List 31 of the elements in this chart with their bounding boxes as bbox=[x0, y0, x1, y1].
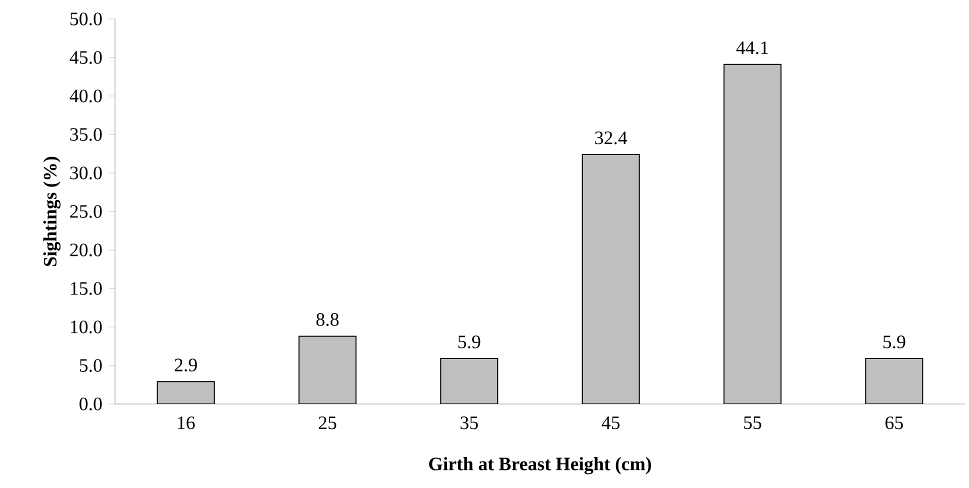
data-label: 44.1 bbox=[736, 41, 768, 54]
x-tick-label: 45 bbox=[602, 416, 620, 430]
y-tick-label: 50.0 bbox=[70, 12, 102, 26]
data-label: 32.4 bbox=[595, 132, 628, 144]
y-tick-label: 30.0 bbox=[70, 166, 102, 180]
y-tick-label: 10.0 bbox=[71, 320, 102, 334]
y-axis-title: Sightings (%) bbox=[43, 156, 61, 266]
y-tick-label: 0.0 bbox=[80, 398, 102, 410]
x-axis-title: Girth at Breast Height (cm) bbox=[429, 457, 651, 474]
y-tick-label: 20.0 bbox=[70, 244, 102, 256]
y-tick-label: 40.0 bbox=[70, 90, 102, 102]
bar bbox=[724, 64, 782, 404]
x-tick-label: 55 bbox=[744, 416, 762, 430]
bar bbox=[865, 358, 924, 404]
y-tick-label: 35.0 bbox=[70, 128, 102, 141]
bar bbox=[582, 154, 640, 404]
x-tick-label: 16 bbox=[178, 416, 195, 430]
y-tick-label: 25.0 bbox=[70, 205, 102, 218]
data-label: 5.9 bbox=[883, 336, 906, 348]
bar bbox=[156, 381, 215, 404]
x-tick-label: 35 bbox=[460, 416, 478, 430]
y-tick-label: 45.0 bbox=[70, 51, 102, 64]
data-label: 2.9 bbox=[174, 358, 197, 372]
data-label: 8.8 bbox=[316, 313, 339, 326]
data-label: 5.9 bbox=[458, 336, 480, 348]
y-tick-label: 15.0 bbox=[71, 282, 102, 295]
x-tick-label: 65 bbox=[886, 416, 903, 430]
bar bbox=[440, 358, 498, 404]
y-tick-label: 5.0 bbox=[80, 359, 102, 372]
x-tick-label: 25 bbox=[318, 416, 336, 430]
bar bbox=[298, 336, 357, 404]
